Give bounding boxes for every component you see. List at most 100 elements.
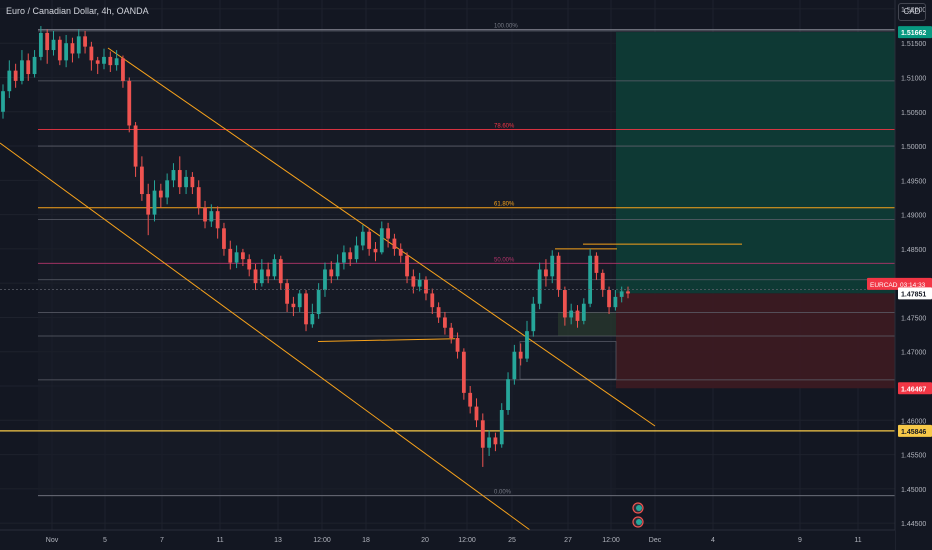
candle-body: [114, 58, 119, 66]
candle-body: [57, 39, 62, 61]
candle-body: [139, 166, 144, 195]
candle-body: [544, 269, 548, 277]
candle: [70, 37, 75, 63]
candle-body: [76, 36, 81, 54]
candle-body: [518, 351, 523, 359]
x-tick-label: Dec: [649, 537, 662, 544]
candle: [474, 398, 479, 428]
candle: [493, 432, 498, 452]
candle: [405, 252, 409, 284]
candle-body: [348, 252, 353, 260]
x-tick-label: 20: [421, 537, 429, 544]
x-tick-label: 9: [798, 537, 802, 544]
candle: [525, 320, 529, 363]
candle: [461, 348, 466, 400]
y-tick-label: 1.47000: [901, 350, 926, 357]
candle: [499, 403, 504, 448]
candle-body: [146, 194, 151, 215]
currency-button[interactable]: CAD: [898, 3, 926, 21]
candle-body: [278, 259, 283, 284]
candle: [398, 243, 403, 263]
candle: [32, 50, 37, 78]
candle: [278, 255, 283, 291]
candle: [146, 183, 151, 236]
candle: [266, 262, 271, 284]
candle-body: [89, 46, 94, 61]
candle-body: [152, 190, 157, 215]
profit-zone: [616, 32, 895, 294]
fib-level-label: 0.00%: [494, 490, 512, 496]
candle-body: [354, 245, 359, 260]
candle: [379, 221, 384, 255]
candle: [7, 60, 12, 99]
candle-body: [487, 437, 492, 448]
candle: [102, 48, 106, 70]
price-badge-text: 1.46467: [901, 386, 926, 393]
candle: [95, 56, 100, 75]
candle: [367, 228, 372, 256]
candle-body: [228, 248, 233, 263]
candle: [335, 254, 340, 280]
candle: [57, 36, 62, 66]
candle: [215, 206, 220, 239]
candle-body: [184, 176, 188, 188]
candle: [329, 261, 334, 284]
candle: [323, 262, 327, 297]
candle: [121, 55, 125, 88]
candle: [165, 173, 170, 205]
candle: [297, 290, 302, 312]
candle: [259, 259, 264, 287]
candle: [556, 252, 561, 297]
support-trendline: [317, 338, 456, 342]
candle-body: [45, 32, 50, 51]
fib-level-label: 100.00%: [494, 23, 518, 29]
candle-body: [499, 410, 504, 445]
candle: [575, 305, 580, 328]
candle: [600, 269, 605, 297]
fib-level-label: 50.00%: [494, 257, 515, 263]
candle: [480, 413, 485, 467]
candle: [114, 50, 119, 71]
candle: [531, 296, 536, 337]
price-badge: [898, 26, 932, 39]
candle: [247, 254, 252, 277]
candle: [417, 272, 422, 292]
candle-body: [266, 269, 271, 277]
candle: [468, 386, 473, 414]
candle-body: [613, 296, 618, 308]
candle: [443, 311, 447, 335]
candle-body: [259, 269, 264, 284]
candle: [626, 286, 630, 299]
loss-zone: [616, 293, 895, 389]
candle: [152, 180, 157, 222]
candle-body: [373, 248, 378, 253]
y-tick-label: 1.49500: [901, 178, 926, 185]
candle-body: [581, 303, 586, 321]
candle-body: [13, 70, 18, 81]
candle: [581, 298, 586, 325]
candle-body: [133, 125, 138, 167]
candle-body: [562, 290, 567, 318]
box-outline: [519, 341, 617, 380]
candle: [203, 200, 207, 229]
candle: [177, 156, 182, 195]
candle: [455, 332, 460, 359]
price-scale: [895, 0, 932, 550]
candle: [430, 288, 435, 315]
candle-body: [190, 176, 195, 188]
candle-body: [430, 293, 435, 308]
candle: [76, 29, 81, 59]
candle-body: [626, 291, 630, 294]
candle: [607, 286, 611, 315]
candle: [133, 122, 138, 177]
candle-body: [26, 60, 31, 75]
price-badge-text: 1.45846: [901, 429, 926, 436]
candle-body: [424, 279, 428, 294]
candle-body: [158, 190, 163, 198]
candle: [594, 252, 599, 280]
candle: [569, 303, 574, 325]
candle: [234, 245, 239, 269]
candle: [209, 204, 214, 227]
price-badge-countdown: 03:14:33: [900, 282, 926, 289]
